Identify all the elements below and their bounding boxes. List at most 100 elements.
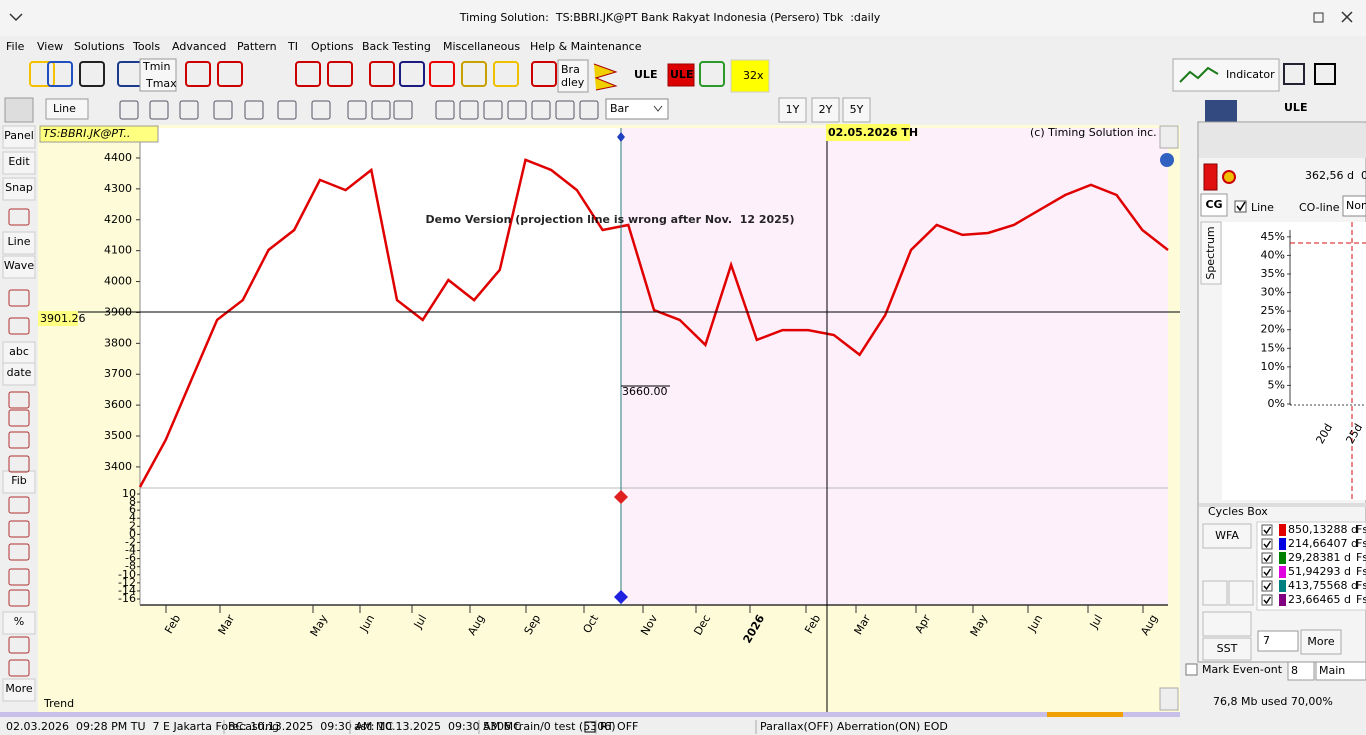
toolbar-button[interactable] [369, 61, 395, 87]
toolbar-button[interactable] [217, 61, 243, 87]
menu-item[interactable]: TI [287, 40, 298, 53]
left-tool-icon[interactable] [8, 543, 30, 561]
toolbar-button[interactable] [295, 61, 321, 87]
checkbox[interactable] [1261, 538, 1273, 550]
checkbox[interactable] [1261, 566, 1273, 578]
left-tool-icon[interactable] [8, 589, 30, 607]
toolbar-button[interactable] [185, 61, 211, 87]
range-button[interactable] [811, 97, 840, 123]
close-button[interactable] [1341, 11, 1353, 23]
left-tool-button[interactable] [2, 125, 36, 149]
toolbar-button[interactable] [429, 61, 455, 87]
toolbar-button[interactable] [699, 61, 725, 87]
wfa-button[interactable] [1202, 523, 1252, 549]
left-tool-button[interactable] [2, 151, 36, 175]
left-tool-icon[interactable] [8, 317, 30, 335]
left-tool-icon[interactable] [8, 496, 30, 514]
range-button[interactable] [842, 97, 871, 123]
toolbar-button[interactable] [47, 61, 73, 87]
left-tool-button[interactable] [2, 255, 36, 279]
tool-button[interactable] [531, 100, 551, 120]
tool-button[interactable] [311, 100, 331, 120]
tool-button[interactable] [119, 100, 139, 120]
tool-button[interactable] [179, 100, 199, 120]
toolbar-button[interactable] [461, 61, 487, 87]
tool-button[interactable] [393, 100, 413, 120]
tab[interactable] [1200, 221, 1222, 285]
tool-button[interactable] [213, 100, 233, 120]
left-tool-icon[interactable] [8, 455, 30, 473]
toolbar-button[interactable] [730, 59, 770, 93]
left-tool-icon[interactable] [8, 636, 30, 654]
combo-box[interactable] [1342, 195, 1366, 217]
checkbox[interactable] [1261, 524, 1273, 536]
sst-button[interactable] [1202, 637, 1252, 661]
tool-button[interactable] [483, 100, 503, 120]
indicator-button[interactable] [1172, 58, 1280, 92]
toolbar-button[interactable] [79, 61, 105, 87]
scroll-button[interactable] [1159, 687, 1179, 711]
tool-button[interactable] [1228, 580, 1254, 606]
menu-item[interactable]: Help & Maintenance [530, 40, 642, 53]
tool-button[interactable] [347, 100, 367, 120]
toolbar-button[interactable] [1283, 63, 1305, 85]
toolbar-button[interactable] [667, 63, 695, 87]
left-tool-icon[interactable] [8, 289, 30, 307]
left-tool-icon[interactable] [8, 659, 30, 677]
left-tool-button[interactable] [2, 231, 36, 255]
select[interactable] [1315, 661, 1366, 681]
left-tool-button[interactable] [2, 362, 36, 386]
tool-button[interactable] [1202, 611, 1252, 637]
left-tool-icon[interactable] [8, 409, 30, 427]
toolbar-button[interactable] [399, 61, 425, 87]
more-button[interactable] [1300, 629, 1342, 655]
left-tool-icon[interactable] [8, 568, 30, 586]
menu-item[interactable]: Back Testing [362, 40, 431, 53]
left-tool-button[interactable] [2, 177, 36, 201]
left-tool-icon[interactable] [8, 431, 30, 449]
checkbox[interactable] [1261, 580, 1273, 592]
tool-button[interactable] [459, 100, 479, 120]
left-tool-button[interactable] [2, 678, 36, 702]
tool-button[interactable] [4, 97, 34, 123]
toolbar-button[interactable] [139, 58, 177, 92]
toolbar-button[interactable] [29, 61, 55, 87]
cg-button[interactable] [1200, 193, 1228, 217]
checkbox[interactable] [1185, 663, 1198, 676]
toolbar-button[interactable] [531, 61, 557, 87]
tool-button[interactable] [371, 100, 391, 120]
checkbox[interactable] [1261, 552, 1273, 564]
left-tool-icon[interactable] [8, 208, 30, 226]
save-button[interactable] [1314, 63, 1336, 85]
scroll-button[interactable] [1159, 125, 1179, 149]
toolbar-button[interactable] [557, 59, 589, 93]
spin-box[interactable] [1257, 630, 1299, 652]
left-tool-button[interactable] [2, 470, 36, 494]
tool-button[interactable] [435, 100, 455, 120]
menu-item[interactable]: Tools [132, 40, 160, 53]
menu-item[interactable]: Pattern [237, 40, 277, 53]
chart-style-select[interactable] [605, 98, 669, 120]
menu-item[interactable]: Miscellaneous [443, 40, 520, 53]
menu-item[interactable]: Advanced [172, 40, 226, 53]
left-tool-icon[interactable] [8, 391, 30, 409]
restore-button[interactable] [1313, 12, 1324, 23]
line-tool[interactable] [45, 98, 89, 120]
tool-button[interactable] [579, 100, 599, 120]
menu-item[interactable]: View [37, 40, 63, 53]
tool-button[interactable] [244, 100, 264, 120]
tool-button[interactable] [507, 100, 527, 120]
tool-button[interactable] [555, 100, 575, 120]
left-tool-button[interactable] [2, 611, 36, 635]
toolbar-button[interactable] [493, 61, 519, 87]
tool-button[interactable] [149, 100, 169, 120]
checkbox[interactable] [1234, 200, 1247, 213]
checkbox[interactable] [1261, 594, 1273, 606]
tool-button[interactable] [277, 100, 297, 120]
red-button[interactable] [1203, 163, 1218, 191]
settings-icon[interactable] [1222, 170, 1236, 184]
left-tool-icon[interactable] [8, 520, 30, 538]
menu-item[interactable]: File [6, 40, 25, 53]
menu-item[interactable]: Options [311, 40, 354, 53]
tool-button[interactable] [1202, 580, 1228, 606]
